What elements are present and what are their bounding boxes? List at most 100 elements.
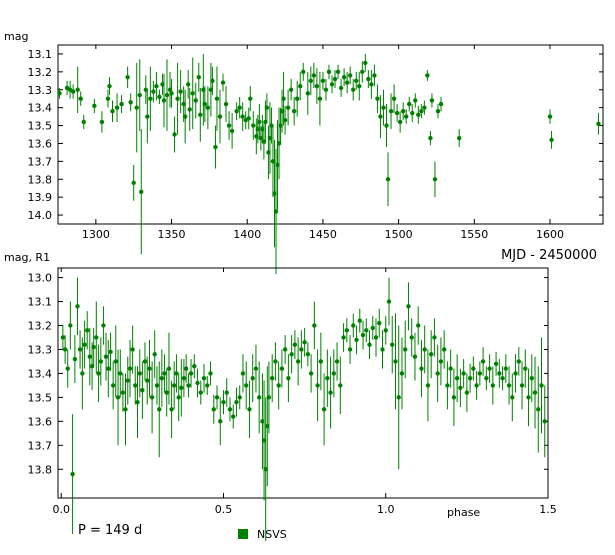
bottom-data-point	[106, 366, 111, 371]
bottom-data-point	[432, 335, 437, 340]
bottom-data-point	[461, 371, 466, 376]
bottom-data-point	[445, 383, 450, 388]
top-data-point	[131, 180, 136, 186]
bottom-data-point	[338, 383, 343, 388]
bottom-data-point	[289, 352, 294, 357]
bottom-data-point	[110, 383, 116, 388]
top-y-tick-label: 13.5	[28, 120, 53, 133]
bottom-data-point	[211, 407, 216, 412]
bottom-data-point	[393, 359, 398, 364]
top-data-point	[105, 96, 111, 101]
bottom-plot-frame	[57, 267, 549, 499]
bottom-data-point	[441, 347, 447, 352]
top-data-point	[281, 96, 286, 101]
bottom-data-point	[181, 376, 187, 381]
top-data-point	[329, 82, 335, 87]
bottom-data-point	[523, 366, 528, 371]
bottom-data-point	[218, 419, 223, 424]
top-data-point	[372, 73, 377, 78]
bottom-data-point	[65, 366, 70, 371]
top-y-tick-label: 13.7	[28, 155, 53, 168]
top-x-tick-label: 1550	[460, 228, 488, 241]
bottom-data-point	[419, 366, 424, 371]
bottom-data-point	[140, 387, 145, 393]
top-data-point	[246, 116, 251, 121]
top-y-tick-label: 13.8	[28, 173, 53, 186]
bottom-data-point	[493, 361, 499, 367]
bottom-y-axis-label: mag, R1	[4, 251, 50, 264]
bottom-data-point	[403, 347, 408, 352]
bottom-data-point	[458, 385, 463, 390]
top-plot-frame	[57, 44, 604, 225]
bottom-data-point	[113, 359, 118, 364]
bottom-data-point	[428, 352, 434, 357]
bottom-data-point	[186, 383, 191, 388]
bottom-y-tick-label: 13.6	[28, 415, 53, 428]
top-x-tick-label: 1450	[309, 228, 337, 241]
bottom-data-point	[70, 471, 75, 477]
bottom-data-point	[263, 467, 268, 472]
bottom-data-point	[536, 407, 541, 412]
top-data-point	[351, 87, 356, 92]
bottom-y-tick-label: 13.7	[28, 439, 53, 452]
bottom-data-point	[399, 371, 405, 376]
bottom-y-tick-label: 13.0	[28, 272, 53, 285]
bottom-data-point	[286, 376, 291, 381]
top-data-point	[81, 119, 86, 125]
bottom-data-point	[295, 359, 301, 364]
bottom-data-point	[159, 376, 165, 381]
bottom-data-point	[506, 383, 512, 388]
bottom-data-point	[82, 342, 87, 347]
top-data-point	[264, 105, 270, 110]
top-data-point	[134, 105, 139, 110]
top-y-tick-label: 13.6	[28, 137, 53, 150]
bottom-data-point	[94, 335, 99, 340]
bottom-data-point	[183, 366, 189, 371]
top-data-point	[210, 78, 215, 84]
bottom-data-point	[341, 335, 346, 340]
top-data-point	[298, 83, 303, 89]
bottom-data-point	[266, 395, 272, 400]
top-y-tick-label: 13.9	[28, 191, 53, 204]
top-y-tick-label: 13.1	[28, 48, 53, 61]
top-data-point	[432, 177, 438, 182]
bottom-panel: mag, R1 phase P = 149 d 0.0 0.5 1.0 1.5 13.…	[4, 251, 557, 542]
bottom-data-point	[253, 366, 259, 371]
bottom-data-point	[299, 347, 304, 352]
bottom-data-point	[519, 383, 525, 388]
top-data-point	[378, 114, 383, 119]
bottom-data-point	[273, 359, 278, 364]
top-data-point	[338, 85, 344, 91]
bottom-data-point	[120, 390, 126, 395]
bottom-data-point	[464, 390, 470, 395]
top-x-ticks: 1300 1350 1400 1450 1500 1550 1600	[82, 45, 564, 241]
bottom-data-points	[60, 277, 547, 542]
bottom-data-point	[240, 371, 246, 376]
bottom-data-point	[91, 344, 96, 350]
top-data-point	[196, 75, 201, 80]
bottom-data-point	[516, 359, 521, 364]
top-data-point	[172, 132, 177, 137]
top-data-point	[435, 109, 441, 114]
top-data-point	[323, 87, 329, 92]
top-data-point	[335, 69, 341, 75]
bottom-data-point	[162, 371, 167, 376]
bottom-data-point	[68, 323, 73, 328]
bottom-data-point	[302, 340, 307, 345]
bottom-data-point	[89, 364, 95, 369]
top-y-tick-label: 13.4	[28, 102, 53, 115]
top-data-point	[347, 73, 353, 78]
top-data-point	[234, 109, 239, 114]
bottom-data-point	[422, 347, 427, 352]
bottom-data-point	[244, 383, 249, 388]
bottom-data-point	[529, 376, 534, 381]
bottom-data-point	[328, 390, 333, 395]
bottom-data-point	[77, 347, 83, 352]
bottom-data-point	[454, 376, 460, 381]
top-data-point	[422, 105, 427, 110]
top-data-point	[187, 107, 192, 112]
bottom-data-point	[133, 383, 138, 388]
top-data-point	[375, 96, 380, 101]
bottom-data-point	[282, 347, 288, 352]
bottom-data-point	[354, 337, 359, 343]
